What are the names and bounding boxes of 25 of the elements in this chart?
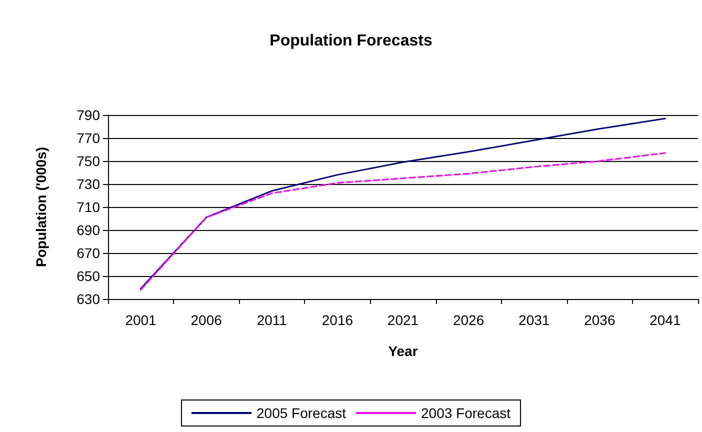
x-tick-label: 2036: [584, 312, 616, 328]
y-tick-label: 730: [76, 176, 100, 192]
x-tick-label: 2001: [125, 312, 157, 328]
y-tick-label: 710: [76, 199, 100, 215]
x-tick-label: 2031: [518, 312, 550, 328]
y-tick-label: 770: [76, 130, 100, 146]
y-tick-label: 650: [76, 268, 100, 284]
y-tick-label: 790: [76, 107, 100, 123]
x-tick-label: 2041: [650, 312, 682, 328]
y-axis-title: Population ('000s): [33, 146, 49, 268]
line-series: [140, 118, 666, 290]
x-tick-label: 2011: [256, 312, 288, 328]
x-tick-label: 2016: [322, 312, 354, 328]
y-tick-label: 630: [76, 291, 100, 307]
y-tick-label: 690: [76, 222, 100, 238]
chart-title: Population Forecasts: [270, 32, 432, 50]
x-tick-label: 2021: [387, 312, 419, 328]
y-tick-label: 670: [76, 245, 100, 261]
legend-label: 2003 Forecast: [421, 405, 511, 421]
x-tick-label: 2026: [452, 312, 484, 328]
y-tick-label: 750: [76, 153, 100, 169]
line-series: [140, 152, 666, 291]
x-tick-label: 2006: [190, 312, 222, 328]
legend-label: 2005 Forecast: [256, 405, 346, 421]
x-axis-title: Year: [388, 343, 418, 359]
